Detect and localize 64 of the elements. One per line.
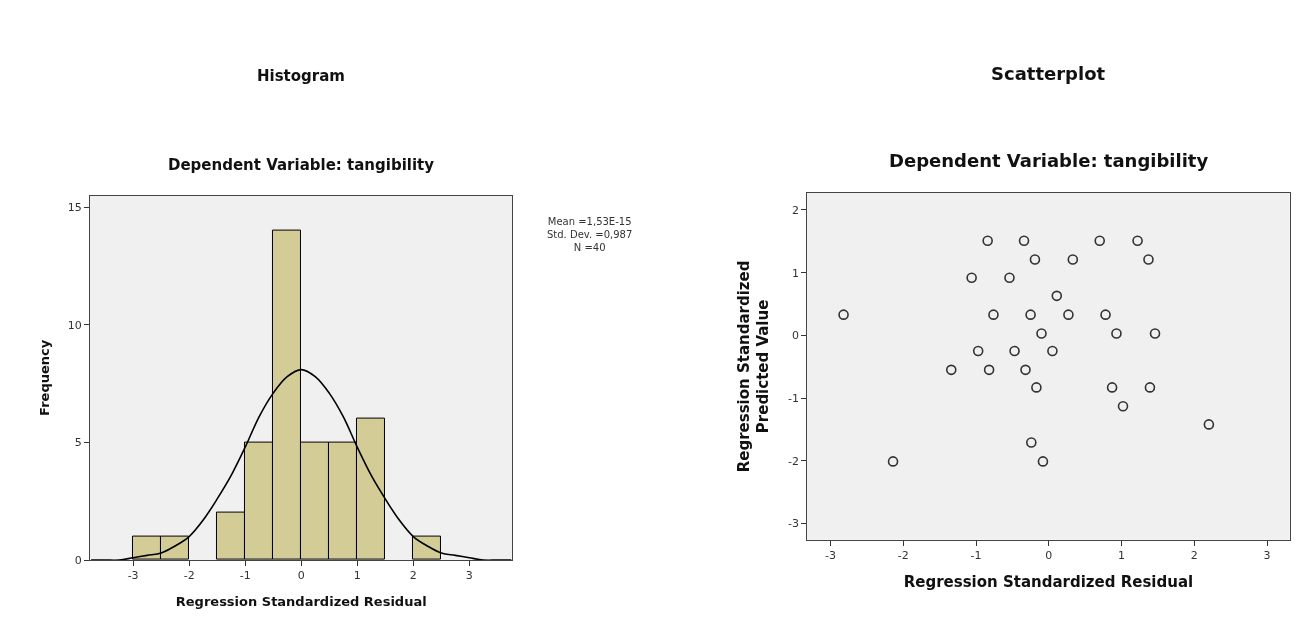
point bbox=[1100, 309, 1111, 320]
point bbox=[1031, 382, 1042, 393]
point bbox=[1132, 235, 1143, 246]
y-tick-label: 10 bbox=[67, 318, 82, 332]
x-tick-label: -3 bbox=[127, 569, 139, 583]
point bbox=[1143, 254, 1154, 265]
x-tick-label: -1 bbox=[239, 569, 251, 583]
x-tick-label: 1 bbox=[353, 569, 361, 583]
point bbox=[1067, 254, 1079, 265]
point bbox=[1051, 290, 1063, 302]
y-tick-label: -1 bbox=[788, 391, 799, 405]
point bbox=[1047, 345, 1058, 357]
x-tick-label: -2 bbox=[897, 548, 909, 562]
x-tick-label: 1 bbox=[1118, 548, 1126, 562]
point bbox=[1117, 400, 1129, 412]
point bbox=[1009, 345, 1020, 357]
chart-subtitle: Dependent Variable: tangibility bbox=[889, 150, 1209, 171]
point bbox=[982, 235, 993, 246]
point bbox=[1203, 419, 1215, 430]
chart-title: Scatterplot bbox=[991, 63, 1106, 84]
y-tick-label: -3 bbox=[788, 517, 799, 531]
point bbox=[1037, 456, 1049, 467]
point bbox=[983, 364, 995, 376]
point bbox=[1026, 437, 1037, 448]
point bbox=[988, 309, 999, 320]
x-tick-label: 0 bbox=[1045, 548, 1053, 562]
point bbox=[1020, 364, 1031, 376]
x-tick-label: -2 bbox=[183, 569, 195, 583]
x-tick-label: 2 bbox=[409, 569, 417, 583]
x-tick-label: 3 bbox=[1263, 548, 1271, 562]
point bbox=[1036, 328, 1047, 339]
y-tick-label: 2 bbox=[791, 203, 799, 217]
y-axis-title: Frequency bbox=[36, 339, 52, 416]
point bbox=[838, 309, 849, 320]
point bbox=[972, 345, 984, 357]
chart-title: Histogram bbox=[257, 67, 345, 85]
x-axis-title: Regression Standardized Residual bbox=[903, 572, 1194, 591]
y-axis-title: Regression Standardized Predicted Value bbox=[734, 260, 773, 473]
point bbox=[1063, 309, 1074, 320]
point bbox=[1025, 309, 1036, 320]
x-tick-label: -1 bbox=[970, 548, 982, 562]
x-tick-label: -3 bbox=[824, 548, 836, 562]
x-axis-title: Regression Standardized Residual bbox=[175, 593, 427, 609]
point bbox=[1144, 382, 1156, 393]
chart-subtitle: Dependent Variable: tangibility bbox=[168, 156, 435, 174]
y-tick-label: 5 bbox=[74, 436, 82, 450]
point bbox=[966, 272, 977, 283]
point bbox=[1018, 235, 1030, 246]
x-tick-label: 2 bbox=[1190, 548, 1198, 562]
point bbox=[1106, 382, 1118, 393]
x-tick-label: 3 bbox=[465, 569, 473, 583]
point bbox=[1111, 328, 1122, 339]
y-tick-label: 0 bbox=[791, 329, 799, 343]
point bbox=[1094, 235, 1106, 246]
point bbox=[945, 364, 957, 376]
x-tick-label: 0 bbox=[297, 569, 305, 583]
y-tick-label: -2 bbox=[788, 454, 799, 468]
point bbox=[1149, 328, 1161, 339]
text: Mean =1,53E-15 Std. Dev. =0,987 N =40 bbox=[547, 216, 633, 253]
y-tick-label: 1 bbox=[791, 266, 799, 280]
point bbox=[1029, 254, 1041, 265]
point bbox=[1004, 272, 1015, 283]
y-tick-label: 15 bbox=[67, 201, 82, 215]
point bbox=[887, 456, 899, 467]
